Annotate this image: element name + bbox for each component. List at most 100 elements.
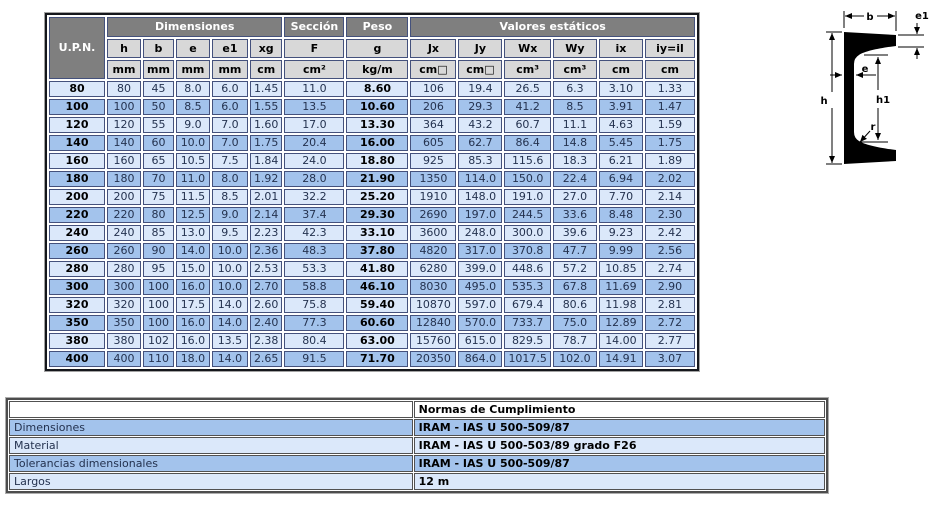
value-cell-b: 80 [143,207,174,223]
unit-0: mm [107,60,141,79]
channel-profile-diagram: b e1 h h1 e r [820,11,929,165]
value-cell-Wx: 733.7 [504,315,551,331]
normas-value-cell: IRAM - IAS U 500-509/87 [413,419,825,436]
value-cell-iy=il: 2.74 [644,261,695,277]
value-cell-h: 380 [107,333,141,349]
value-cell-g: 16.00 [346,135,409,151]
value-cell-ix: 9.99 [598,243,643,259]
value-cell-xg: 1.45 [249,81,283,97]
value-cell-iy=il: 1.89 [644,153,695,169]
value-cell-ix: 9.23 [598,225,643,241]
upn-row-80: 80 80 45 8.0 6.0 1.45 11.0 8.60 106 19.4 26.5 6.3 3.… [49,81,695,97]
value-cell-F: 91.5 [284,351,345,367]
normas-header-empty-cell [9,401,413,418]
value-cell-Jx: 206 [410,99,457,115]
upn-row-400: 400 400 110 18.0 14.0 2.65 91.5 71.70 20350 864.0… [49,351,695,367]
dim-label-h1: h1 [876,95,890,106]
value-cell-g: 71.70 [346,351,409,367]
value-cell-b: 90 [143,243,174,259]
value-cell-b: 70 [143,171,174,187]
value-cell-ix: 10.85 [598,261,643,277]
value-cell-b: 50 [143,99,174,115]
value-cell-Wx: 60.7 [504,117,551,133]
value-cell-Wy: 18.3 [552,153,597,169]
value-cell-b: 95 [143,261,174,277]
upn-row-320: 320 320 100 17.5 14.0 2.60 75.8 59.40 10870 597.0… [49,297,695,313]
upn-size-cell: 180 [49,171,105,187]
value-cell-Wy: 102.0 [552,351,597,367]
value-cell-Jx: 1910 [410,189,457,205]
dim-label-r: r [871,122,876,133]
value-cell-xg: 1.92 [249,171,283,187]
value-cell-F: 80.4 [284,333,345,349]
normas-table-frame: Normas de Cumplimiento Dimensiones IRAM -… [5,397,829,494]
unit-3: mm [211,60,248,79]
value-cell-xg: 1.55 [249,99,283,115]
group-header-row: U.P.N. Dimensiones Sección Peso Valores est… [49,17,695,79]
value-cell-Jx: 106 [410,81,457,97]
value-cell-xg: 2.36 [249,243,283,259]
value-cell-F: 28.0 [284,171,345,187]
value-cell-b: 60 [143,135,174,151]
value-cell-xg: 1.84 [249,153,283,169]
value-cell-Jy: 570.0 [458,315,503,331]
value-cell-Wy: 67.8 [552,279,597,295]
value-cell-ix: 7.70 [598,189,643,205]
value-cell-Wy: 33.6 [552,207,597,223]
value-cell-F: 77.3 [284,315,345,331]
value-cell-b: 45 [143,81,174,97]
value-cell-Wy: 14.8 [552,135,597,151]
value-cell-e: 13.0 [175,225,210,241]
value-cell-g: 33.10 [346,225,409,241]
value-cell-g: 21.90 [346,171,409,187]
value-cell-h: 100 [107,99,141,115]
value-cell-Jx: 925 [410,153,457,169]
value-cell-iy=il: 1.75 [644,135,695,151]
value-cell-iy=il: 2.30 [644,207,695,223]
upn-size-cell: 280 [49,261,105,277]
value-cell-ix: 8.48 [598,207,643,223]
upn-row-120: 120 120 55 9.0 7.0 1.60 17.0 13.30 364 43.2 60.7 11… [49,117,695,133]
value-cell-e: 9.0 [175,117,210,133]
value-cell-xg: 2.70 [249,279,283,295]
value-cell-b: 100 [143,297,174,313]
value-cell-e1: 9.5 [211,225,248,241]
column-header-h: h [107,39,141,58]
value-cell-F: 20.4 [284,135,345,151]
value-cell-Jy: 148.0 [458,189,503,205]
value-cell-Wx: 1017.5 [504,351,551,367]
value-cell-Jx: 6280 [410,261,457,277]
column-header-e1: e1 [211,39,248,58]
group-header-2: Peso [346,17,409,37]
value-cell-g: 8.60 [346,81,409,97]
normas-label-cell: Material [9,437,413,454]
unit-8: cm□ [458,60,503,79]
upn-row-220: 220 220 80 12.5 9.0 2.14 37.4 29.30 2690 197.0 244… [49,207,695,223]
value-cell-ix: 6.21 [598,153,643,169]
column-header-Wy: Wy [552,39,597,58]
upn-size-cell: 400 [49,351,105,367]
value-cell-e: 11.0 [175,171,210,187]
upn-size-cell: 200 [49,189,105,205]
group-header-3: Valores estáticos [410,17,695,37]
value-cell-Wy: 39.6 [552,225,597,241]
value-cell-Jy: 495.0 [458,279,503,295]
normas-row-0: Dimensiones IRAM - IAS U 500-509/87 [9,419,825,436]
value-cell-e: 10.0 [175,135,210,151]
upn-row-260: 260 260 90 14.0 10.0 2.36 48.3 37.80 4820 317.0 37… [49,243,695,259]
value-cell-e: 10.5 [175,153,210,169]
column-header-iy=il: iy=il [644,39,695,58]
upn-table-frame: U.P.N. Dimensiones Sección Peso Valores est… [44,12,700,372]
value-cell-ix: 14.00 [598,333,643,349]
value-cell-Jy: 114.0 [458,171,503,187]
value-cell-b: 102 [143,333,174,349]
value-cell-h: 260 [107,243,141,259]
value-cell-Jy: 597.0 [458,297,503,313]
unit-1: mm [143,60,174,79]
value-cell-ix: 14.91 [598,351,643,367]
value-cell-e1: 13.5 [211,333,248,349]
upn-row-280: 280 280 95 15.0 10.0 2.53 53.3 41.80 6280 399.0 44… [49,261,695,277]
value-cell-Wy: 6.3 [552,81,597,97]
